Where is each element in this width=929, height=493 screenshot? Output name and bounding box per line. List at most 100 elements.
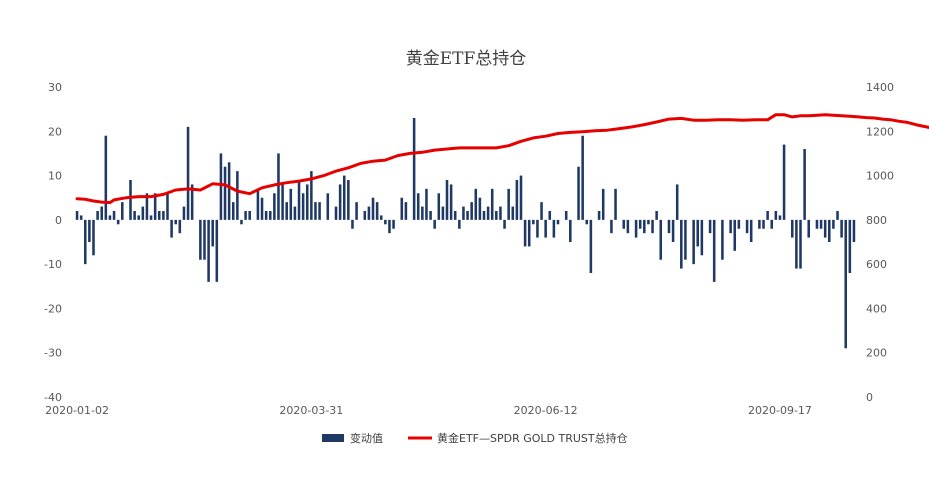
bar: [622, 219, 626, 229]
bar: [552, 219, 556, 238]
holdings-line: [75, 113, 929, 205]
x-tick-label: 2020-03-31: [279, 404, 343, 417]
bar: [318, 202, 321, 220]
right-tick-label: 800: [866, 214, 887, 227]
bar: [511, 206, 515, 220]
bar: [848, 219, 852, 273]
bar: [190, 184, 194, 220]
bar: [766, 211, 769, 220]
bar: [293, 206, 297, 220]
bar: [355, 202, 358, 220]
bar: [453, 211, 457, 220]
bar: [778, 215, 782, 220]
bar: [638, 219, 642, 229]
bar: [96, 211, 99, 220]
bar: [79, 215, 83, 220]
right-tick-label: 0: [866, 391, 873, 404]
bar: [536, 219, 539, 238]
bar-series: [75, 118, 856, 349]
bar: [104, 135, 108, 220]
bar: [655, 211, 658, 220]
bar: [166, 193, 169, 220]
bar: [651, 219, 654, 234]
bar: [388, 219, 391, 234]
bar: [684, 219, 687, 260]
bar: [100, 206, 103, 220]
bar: [338, 184, 342, 220]
bar: [564, 211, 568, 220]
bar: [149, 215, 153, 220]
right-tick-label: 200: [866, 347, 887, 360]
bar: [281, 184, 284, 220]
bar: [203, 219, 206, 260]
bar: [569, 219, 572, 242]
bar: [260, 197, 264, 220]
bar: [264, 211, 268, 220]
bar: [708, 219, 712, 234]
bar: [556, 219, 560, 225]
bar: [273, 193, 276, 220]
bar: [121, 202, 124, 220]
bar: [696, 219, 700, 247]
bar: [466, 211, 469, 220]
bar: [540, 202, 543, 220]
bar: [737, 219, 741, 229]
bar: [174, 219, 177, 225]
bar: [371, 197, 375, 220]
left-tick-label: -10: [44, 258, 62, 271]
bar: [178, 219, 182, 234]
bar: [244, 211, 247, 220]
bar: [211, 219, 214, 247]
bar: [548, 211, 552, 220]
bar: [379, 215, 383, 220]
bar: [145, 193, 149, 220]
bar: [141, 206, 145, 220]
bar: [199, 219, 202, 260]
bar: [285, 202, 288, 220]
bar: [297, 180, 301, 220]
left-tick-label: -30: [44, 347, 62, 360]
bar: [412, 118, 416, 220]
bar: [458, 219, 461, 229]
bar: [462, 206, 465, 220]
bar: [92, 219, 95, 256]
bar: [289, 188, 293, 220]
bar: [597, 211, 601, 220]
bar: [803, 149, 806, 220]
bar: [482, 211, 486, 220]
bar: [614, 188, 617, 220]
bar: [421, 206, 424, 220]
bar: [647, 219, 650, 225]
bar: [277, 153, 280, 220]
bar: [375, 202, 379, 220]
bar: [836, 211, 839, 220]
bar: [852, 219, 856, 242]
bar: [749, 219, 753, 242]
bar: [256, 188, 260, 220]
bar: [236, 171, 239, 220]
bar: [367, 206, 371, 220]
bar: [231, 202, 235, 220]
bar: [445, 180, 449, 220]
bar: [84, 219, 87, 265]
bar: [116, 219, 120, 225]
legend-label-line: 黄金ETF—SPDR GOLD TRUST总持仓: [437, 431, 628, 445]
bar: [758, 219, 761, 229]
bar: [585, 219, 589, 225]
bar: [108, 215, 112, 220]
right-tick-label: 1200: [866, 125, 894, 138]
legend-swatch-bar: [322, 434, 344, 442]
bar: [495, 211, 498, 220]
bar: [240, 219, 243, 225]
x-tick-label: 2020-01-02: [45, 404, 109, 417]
bar: [490, 188, 494, 220]
bar: [342, 175, 346, 220]
bar: [799, 219, 802, 269]
bar: [449, 184, 453, 220]
x-axis: 2020-01-02 2020-03-31 2020-06-12 2020-09-17…: [45, 404, 812, 417]
bar: [227, 162, 231, 220]
bar: [129, 180, 132, 220]
left-tick-label: -40: [44, 391, 62, 404]
bar: [310, 171, 313, 220]
